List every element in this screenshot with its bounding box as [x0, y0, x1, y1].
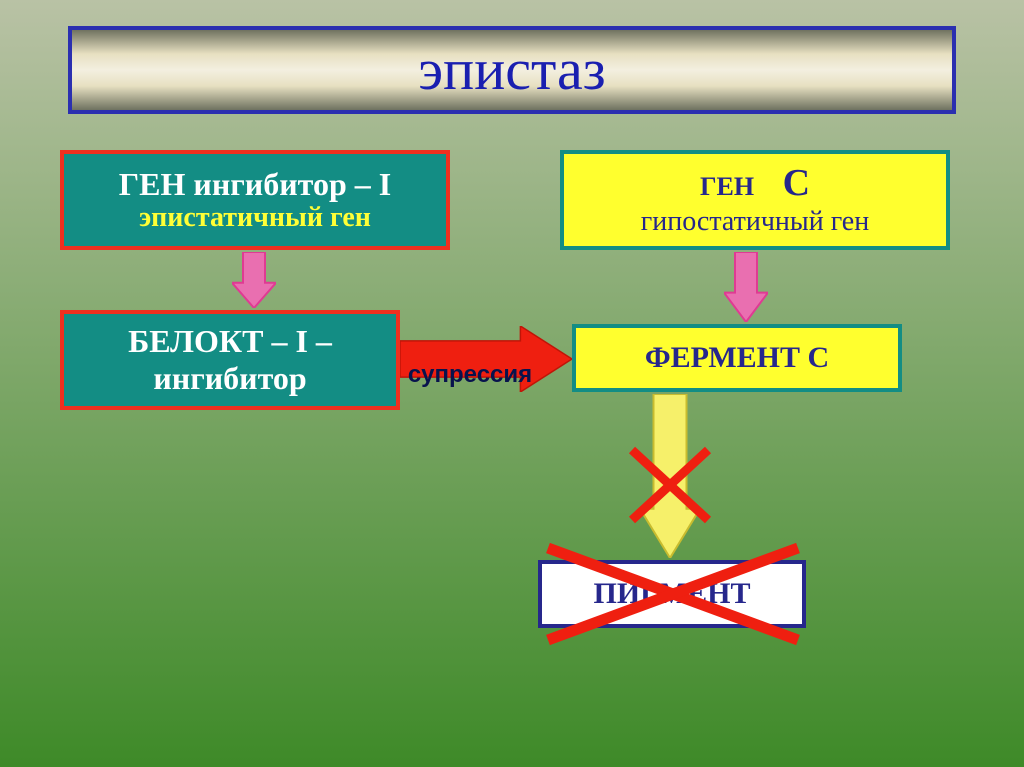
enzyme-c-text: ФЕРМЕНТ C	[645, 341, 829, 376]
arrow-gene-c-down	[724, 252, 768, 322]
gene-c-prefix: ГЕН	[700, 172, 754, 201]
cross-on-pigment	[540, 540, 806, 648]
gene-c-box: ГЕН Cгипостатичный ген	[560, 150, 950, 250]
gene-c-line2: гипостатичный ген	[641, 206, 869, 238]
cross-on-arrow	[626, 444, 714, 526]
protein-line2: ингибитор	[153, 360, 306, 397]
gene-inhibitor-box: ГЕН ингибитор – Iэпистатичный ген	[60, 150, 450, 250]
gene-c-line1: ГЕН C	[700, 162, 810, 206]
gene-inhibitor-line2: эпистатичный ген	[139, 202, 371, 234]
protein-inhibitor-box: БЕЛОКТ – I –ингибитор	[60, 310, 400, 410]
protein-line1: БЕЛОКТ – I –	[128, 323, 332, 360]
title-text: эпистаз	[418, 37, 605, 104]
suppression-label: супрессия	[400, 360, 540, 390]
diagram-stage: эпистаз ГЕН ингибитор – Iэпистатичный ген…	[0, 0, 1024, 767]
arrow-gene-i-down	[232, 252, 276, 308]
suppression-text: супрессия	[408, 361, 532, 389]
gene-inhibitor-line1: ГЕН ингибитор – I	[119, 166, 391, 203]
gene-c-suffix: C	[754, 162, 810, 204]
enzyme-c-box: ФЕРМЕНТ C	[572, 324, 902, 392]
title-bar: эпистаз	[68, 26, 956, 114]
